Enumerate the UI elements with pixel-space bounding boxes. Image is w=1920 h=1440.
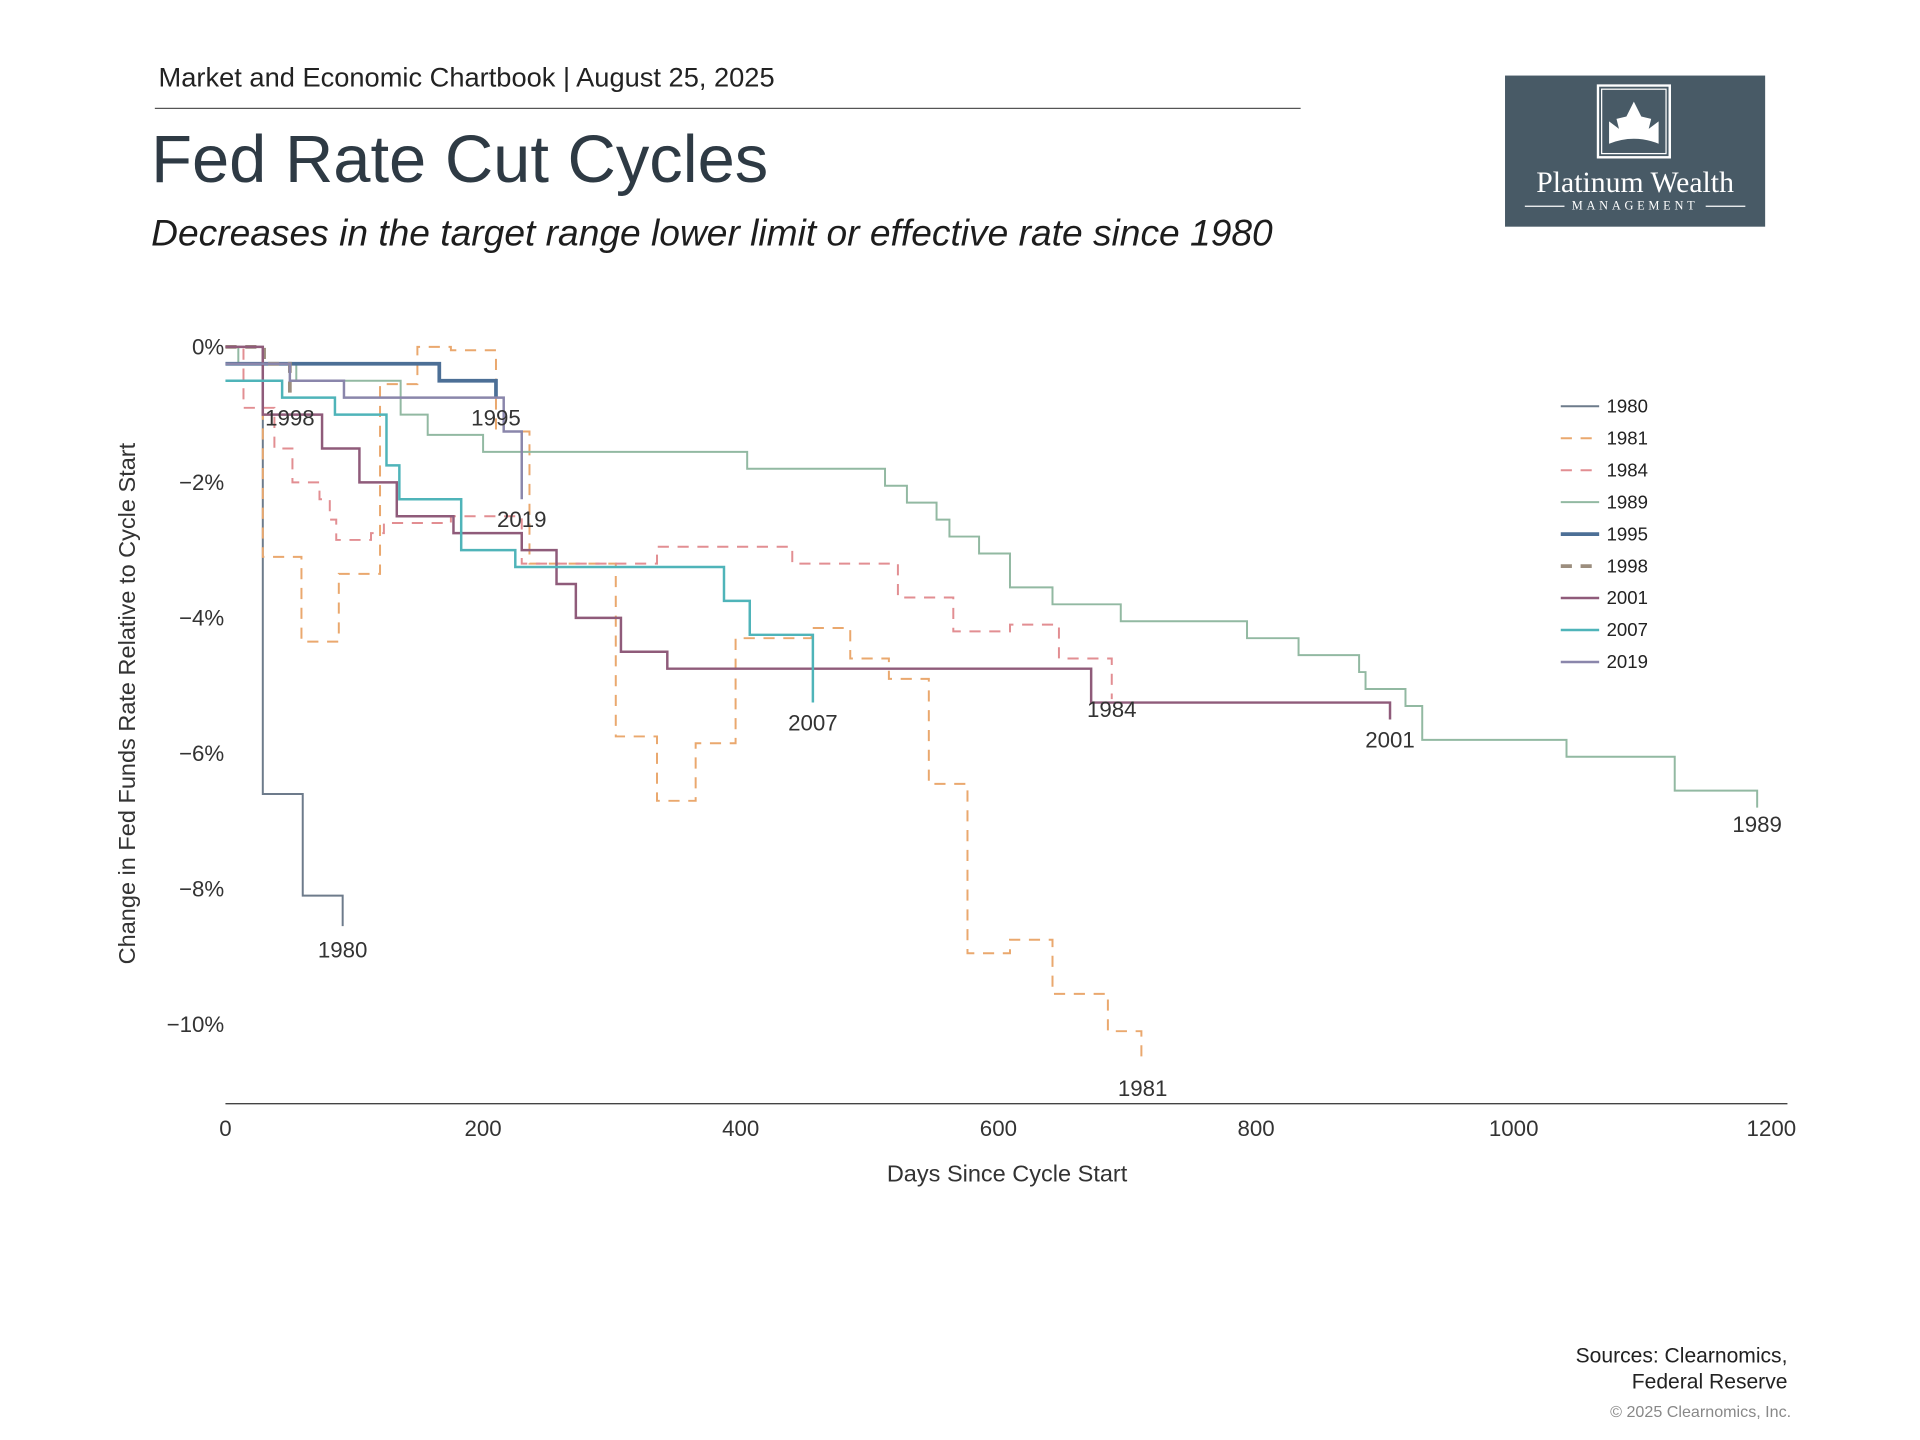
page-subtitle: Decreases in the target range lower limi…	[151, 213, 1273, 254]
series-label-2019: 2019	[497, 507, 547, 532]
y-tick-label: −2%	[179, 470, 224, 495]
legend: 1980 1981 1984 1989 1995 1998 2001 2007 2019	[1560, 395, 1648, 672]
x-axis: 0 200 400 600 800 1000 1200	[219, 1116, 1796, 1141]
legend-label-1989: 1989	[1607, 491, 1648, 512]
x-tick-label: 400	[722, 1116, 759, 1141]
series-line-1989	[225, 345, 1759, 808]
y-tick-label: −8%	[179, 876, 224, 901]
legend-label-1995: 1995	[1607, 523, 1648, 544]
series-lines	[225, 344, 1759, 1062]
legend-label-1998: 1998	[1607, 555, 1648, 576]
sources-line-2: Federal Reserve	[1631, 1370, 1788, 1394]
y-tick-label: −6%	[179, 741, 224, 766]
legend-label-2019: 2019	[1607, 651, 1648, 672]
y-tick-label: −10%	[167, 1012, 225, 1037]
series-line-1995	[225, 361, 498, 398]
series-line-1981	[225, 345, 1143, 1062]
x-tick-label: 1000	[1489, 1116, 1539, 1141]
platinum-wealth-logo: Platinum Wealth MANAGEMENT	[1505, 75, 1766, 227]
series-line-1998	[225, 344, 292, 398]
copyright: © 2025 Clearnomics, Inc.	[1610, 1402, 1792, 1421]
x-tick-label: 0	[219, 1116, 231, 1141]
series-line-2019	[225, 362, 523, 500]
series-label-2001: 2001	[1365, 727, 1415, 752]
series-label-2007: 2007	[788, 710, 838, 735]
chartbook-header: Market and Economic Chartbook | August 2…	[158, 61, 775, 93]
series-label-1981: 1981	[1118, 1076, 1168, 1101]
legend-label-1981: 1981	[1607, 427, 1648, 448]
rate-cut-chart: 0% −2% −4% −6% −8% −10% 0 200 400 600 800 1000 1200…	[114, 334, 1796, 1187]
x-tick-label: 800	[1237, 1116, 1274, 1141]
series-label-1995: 1995	[471, 405, 521, 430]
series-end-labels: 1980 1981 1984 1989 1995 1998 2001 2007 2019	[265, 405, 1782, 1101]
x-tick-label: 600	[980, 1116, 1017, 1141]
legend-label-1980: 1980	[1607, 395, 1648, 416]
y-axis-label: Change in Fed Funds Rate Relative to Cyc…	[114, 442, 140, 964]
logo-name: Platinum Wealth	[1536, 167, 1734, 200]
legend-label-2007: 2007	[1607, 619, 1648, 640]
legend-label-1984: 1984	[1607, 459, 1648, 480]
series-label-1998: 1998	[265, 405, 315, 430]
legend-label-2001: 2001	[1607, 587, 1648, 608]
series-line-1980	[225, 345, 344, 927]
sources-line-1: Sources: Clearnomics,	[1575, 1343, 1788, 1368]
page-title: Fed Rate Cut Cycles	[151, 122, 769, 197]
series-label-1984: 1984	[1087, 697, 1137, 722]
series-line-1984	[225, 345, 1113, 700]
series-label-1989: 1989	[1732, 812, 1782, 837]
x-axis-label: Days Since Cycle Start	[887, 1161, 1128, 1187]
sources-note: Sources: Clearnomics, Federal Reserve	[1576, 1343, 1788, 1395]
header-divider	[154, 107, 1301, 110]
x-tick-label: 200	[464, 1116, 501, 1141]
y-axis: 0% −2% −4% −6% −8% −10%	[167, 334, 225, 1037]
series-line-2007	[225, 379, 815, 703]
series-line-2001	[225, 345, 1392, 720]
crown-icon	[1596, 84, 1672, 159]
series-label-1980: 1980	[318, 937, 368, 962]
x-tick-label: 1200	[1747, 1116, 1797, 1141]
logo-subtitle: MANAGEMENT	[1505, 199, 1765, 213]
y-tick-label: 0%	[192, 334, 224, 359]
y-tick-label: −4%	[179, 605, 224, 630]
